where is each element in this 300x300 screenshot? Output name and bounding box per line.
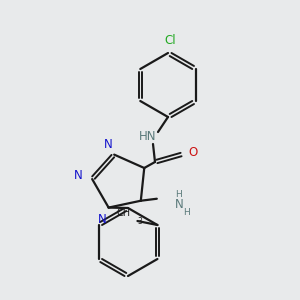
Text: CH: CH [116, 208, 130, 218]
Text: HN: HN [139, 130, 157, 142]
Text: H: H [176, 190, 182, 199]
Text: 3: 3 [137, 217, 142, 226]
Text: H: H [183, 208, 190, 217]
Text: N: N [174, 198, 183, 211]
Text: Cl: Cl [164, 34, 176, 47]
Text: N: N [74, 169, 82, 182]
Text: N: N [104, 138, 112, 151]
Text: O: O [188, 146, 198, 158]
Text: N: N [98, 213, 107, 226]
